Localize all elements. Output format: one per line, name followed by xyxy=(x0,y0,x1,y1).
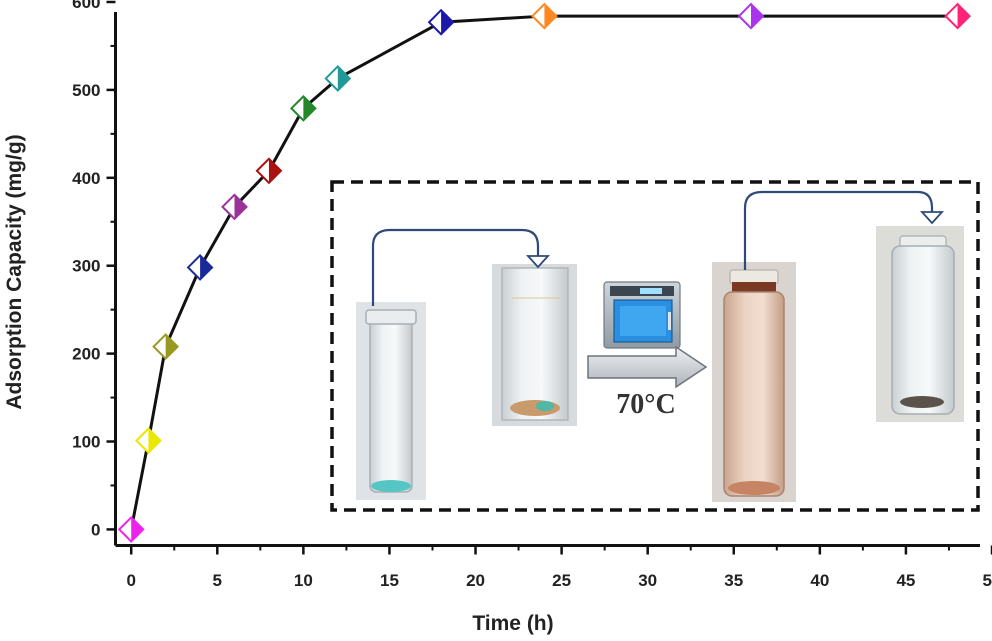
x-tick-label: 35 xyxy=(724,571,743,590)
x-tick-label: 40 xyxy=(810,571,829,590)
data-point xyxy=(944,2,971,30)
data-point xyxy=(221,193,248,221)
y-tick-label: 300 xyxy=(72,257,100,276)
drying-oven-icon xyxy=(603,281,681,349)
data-point xyxy=(117,516,145,543)
data-point xyxy=(737,2,765,30)
data-point xyxy=(427,8,455,36)
y-axis-title: Adsorption Capacity (mg/g) xyxy=(3,134,26,409)
y-tick-label: 400 xyxy=(72,169,100,188)
vial-with-blue-adsorbent xyxy=(356,302,426,500)
data-point xyxy=(530,2,558,30)
vial-after-heating xyxy=(876,226,964,422)
x-tick-label: 10 xyxy=(294,571,313,590)
data-point xyxy=(289,94,317,122)
y-tick-label: 600 xyxy=(72,0,100,12)
y-tick-label: 200 xyxy=(72,345,100,364)
data-point xyxy=(324,65,352,92)
data-point xyxy=(186,254,214,281)
y-tick-label: 500 xyxy=(72,81,100,100)
y-tick-label: 0 xyxy=(91,520,100,539)
inset-illustration: 70°C xyxy=(330,180,980,512)
x-tick-label: 0 xyxy=(126,571,135,590)
data-markers xyxy=(117,2,971,543)
series-line xyxy=(129,14,958,530)
data-point xyxy=(255,157,283,185)
x-tick-label: 25 xyxy=(552,571,571,590)
y-tick-label: 100 xyxy=(72,433,100,452)
x-tick-label: 15 xyxy=(380,571,399,590)
right-arrow-icon xyxy=(587,345,708,389)
x-tick-label: 45 xyxy=(896,571,915,590)
x-tick-label: 5 xyxy=(213,571,222,590)
inset-dashed-frame xyxy=(330,180,980,512)
temperature-label: 70°C xyxy=(616,389,675,420)
sealed-vial-heated xyxy=(712,262,796,502)
curved-arrow-icon xyxy=(743,190,945,270)
curved-arrow-icon xyxy=(371,228,551,306)
x-axis-ticks: 0 5 10 15 20 25 30 35 40 45 50 xyxy=(126,545,992,590)
vial-after-adsorption xyxy=(492,264,577,426)
x-tick-label: 20 xyxy=(466,571,485,590)
x-tick-label: 50 xyxy=(983,571,992,590)
x-axis-title: Time (h) xyxy=(472,612,553,635)
y-axis-ticks: 0 100 200 300 400 500 600 xyxy=(72,0,116,539)
data-point xyxy=(152,333,180,360)
x-tick-label: 30 xyxy=(638,571,657,590)
data-point xyxy=(135,427,162,455)
